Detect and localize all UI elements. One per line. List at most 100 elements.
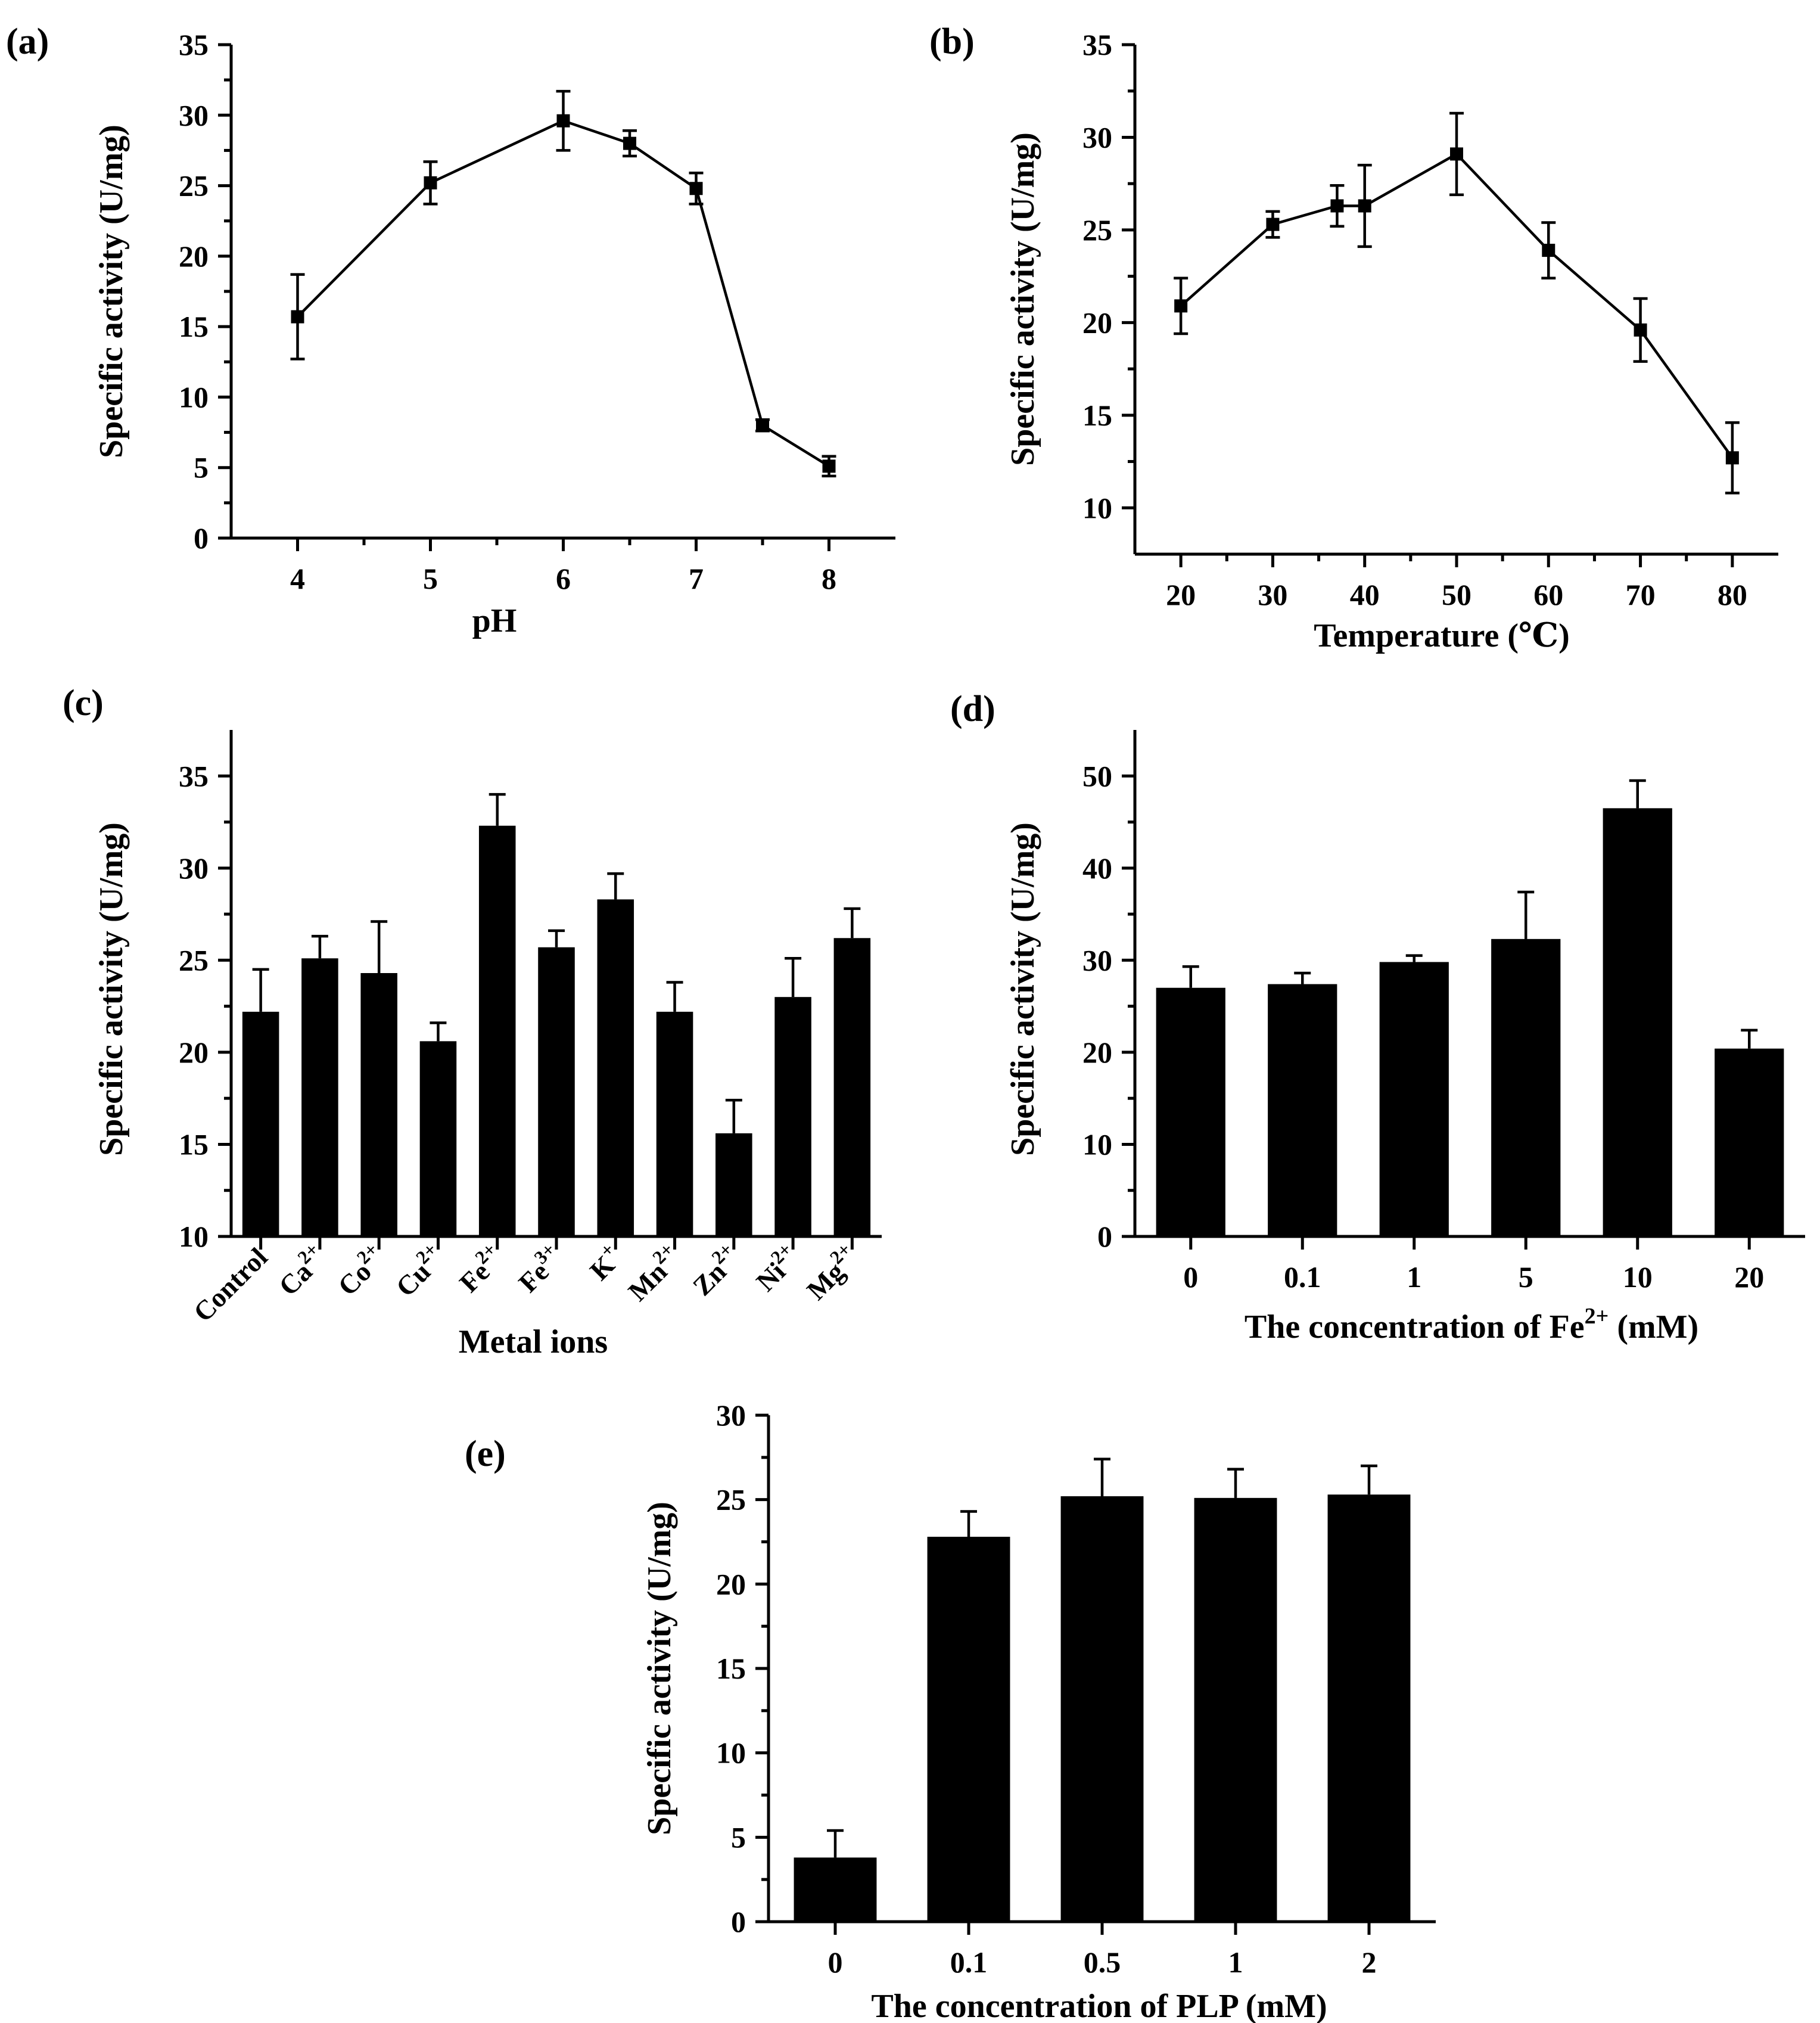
y-tick-label: 25 bbox=[179, 943, 209, 977]
y-tick-label: 40 bbox=[1082, 852, 1112, 885]
x-tick-label: 6 bbox=[556, 562, 571, 595]
chart-panel-a: 0 5 10 15 20 25 30 35 Specific activity (U/mg) (a… bbox=[6, 21, 895, 639]
y-tick-label: 15 bbox=[179, 1127, 209, 1161]
bar bbox=[927, 1537, 1010, 1922]
bar bbox=[360, 973, 397, 1236]
x-tick-label: 0.1 bbox=[950, 1946, 988, 1979]
chart-panel-b: 10 15 20 25 30 35 Specific activity (U/mg) (b) 2… bbox=[929, 21, 1778, 654]
bar bbox=[1194, 1497, 1277, 1922]
y-tick-label: 15 bbox=[1082, 399, 1112, 432]
bar bbox=[1379, 962, 1449, 1236]
x-tick-label: 50 bbox=[1442, 578, 1471, 611]
data-point bbox=[689, 182, 703, 195]
x-tick-label: 1 bbox=[1407, 1260, 1421, 1294]
bar bbox=[301, 958, 338, 1236]
data-point bbox=[1266, 217, 1280, 231]
bar bbox=[1327, 1494, 1411, 1922]
y-tick-label: 5 bbox=[731, 1820, 746, 1854]
data-point bbox=[1542, 244, 1555, 257]
y-tick-label: 20 bbox=[179, 240, 209, 273]
y-tick-label: 15 bbox=[179, 310, 209, 343]
x-tick-label: 30 bbox=[1258, 578, 1287, 611]
x-tick-label: 0.1 bbox=[1284, 1260, 1321, 1294]
series-line bbox=[1180, 152, 1734, 459]
y-tick-label: 10 bbox=[179, 380, 209, 414]
x-tick-label: Co2+ bbox=[329, 1238, 392, 1301]
y-tick-label: 25 bbox=[1082, 213, 1112, 247]
bar bbox=[1491, 939, 1561, 1236]
data-point bbox=[1358, 199, 1371, 213]
y-axis-label: Specific activity (U/mg) bbox=[641, 1502, 678, 1835]
data-point bbox=[623, 136, 636, 150]
y-tick-label: 30 bbox=[1082, 943, 1112, 977]
x-tick-label: 40 bbox=[1350, 578, 1380, 611]
x-axis-label: Metal ions bbox=[459, 1323, 608, 1360]
y-tick-label: 30 bbox=[179, 852, 209, 885]
x-tick-label: 0.5 bbox=[1084, 1946, 1121, 1979]
bar bbox=[1268, 984, 1337, 1236]
panel-label: (d) bbox=[950, 689, 995, 729]
x-tick-label: 0 bbox=[1183, 1260, 1198, 1294]
chart-panel-d: 0 10 20 30 40 50 Specific activity (U/mg) (d) 0 0… bbox=[950, 689, 1805, 1345]
y-tick-label: 10 bbox=[179, 1220, 209, 1253]
x-tick-label: Fe3+ bbox=[509, 1238, 569, 1298]
y-tick-label: 10 bbox=[716, 1736, 746, 1770]
y-tick-label: 20 bbox=[1082, 306, 1112, 339]
y-tick-label: 0 bbox=[731, 1905, 746, 1938]
bar bbox=[774, 997, 811, 1236]
x-tick-label: 60 bbox=[1533, 578, 1563, 611]
bar bbox=[715, 1133, 752, 1236]
y-axis-label: Specific activity (U/mg) bbox=[1004, 132, 1041, 466]
y-tick-label: 0 bbox=[1097, 1220, 1112, 1253]
y-tick-label: 35 bbox=[1082, 28, 1112, 61]
bar bbox=[419, 1041, 457, 1236]
y-tick-label: 25 bbox=[179, 169, 209, 203]
series-line bbox=[296, 119, 830, 468]
y-axis-label: Specific activity (U/mg) bbox=[1004, 822, 1041, 1156]
x-tick-label: 4 bbox=[290, 562, 305, 595]
bar bbox=[1715, 1048, 1784, 1236]
x-tick-label: 1 bbox=[1228, 1946, 1243, 1979]
x-tick-label: Ca2+ bbox=[269, 1238, 332, 1301]
y-tick-label: 10 bbox=[1082, 1127, 1112, 1161]
bar bbox=[1060, 1496, 1144, 1922]
x-tick-label: 5 bbox=[423, 562, 438, 595]
x-axis-label: Temperature (℃) bbox=[1314, 617, 1569, 654]
x-axis-label: The concentration of PLP (mM) bbox=[871, 1988, 1327, 2023]
y-axis-label: Specific activity (U/mg) bbox=[93, 125, 130, 458]
y-tick-label: 30 bbox=[179, 98, 209, 132]
data-point bbox=[424, 176, 437, 189]
x-tick-label: 7 bbox=[689, 562, 704, 595]
x-tick-label: 2 bbox=[1362, 1946, 1377, 1979]
x-tick-label: 20 bbox=[1734, 1260, 1764, 1294]
bar bbox=[478, 825, 516, 1236]
x-tick-label: K+ bbox=[580, 1238, 628, 1286]
bar bbox=[242, 1011, 279, 1236]
panel-label: (e) bbox=[465, 1434, 506, 1474]
bar bbox=[656, 1011, 693, 1236]
y-tick-label: 20 bbox=[179, 1036, 209, 1069]
chart-panel-c: 10 15 20 25 30 35 Specific activity (U/mg) (c) C… bbox=[63, 683, 882, 1360]
x-tick-label: 5 bbox=[1519, 1260, 1533, 1294]
x-tick-label: 20 bbox=[1166, 578, 1196, 611]
x-tick-label: Cu2+ bbox=[387, 1238, 451, 1303]
y-tick-label: 20 bbox=[1082, 1036, 1112, 1069]
bar bbox=[833, 938, 871, 1236]
y-tick-label: 35 bbox=[179, 759, 209, 793]
y-tick-label: 25 bbox=[716, 1483, 746, 1517]
x-axis-label: pH bbox=[472, 602, 517, 639]
y-tick-label: 35 bbox=[179, 28, 209, 61]
x-tick-label: 10 bbox=[1623, 1260, 1653, 1294]
data-point bbox=[756, 418, 769, 432]
data-point bbox=[822, 459, 836, 473]
y-tick-label: 10 bbox=[1082, 491, 1112, 524]
y-tick-label: 30 bbox=[1082, 120, 1112, 154]
panel-label: (b) bbox=[929, 21, 975, 62]
bar bbox=[794, 1857, 877, 1922]
y-tick-label: 50 bbox=[1082, 759, 1112, 793]
y-tick-label: 20 bbox=[716, 1567, 746, 1601]
y-tick-label: 15 bbox=[716, 1652, 746, 1685]
bar bbox=[597, 899, 634, 1236]
